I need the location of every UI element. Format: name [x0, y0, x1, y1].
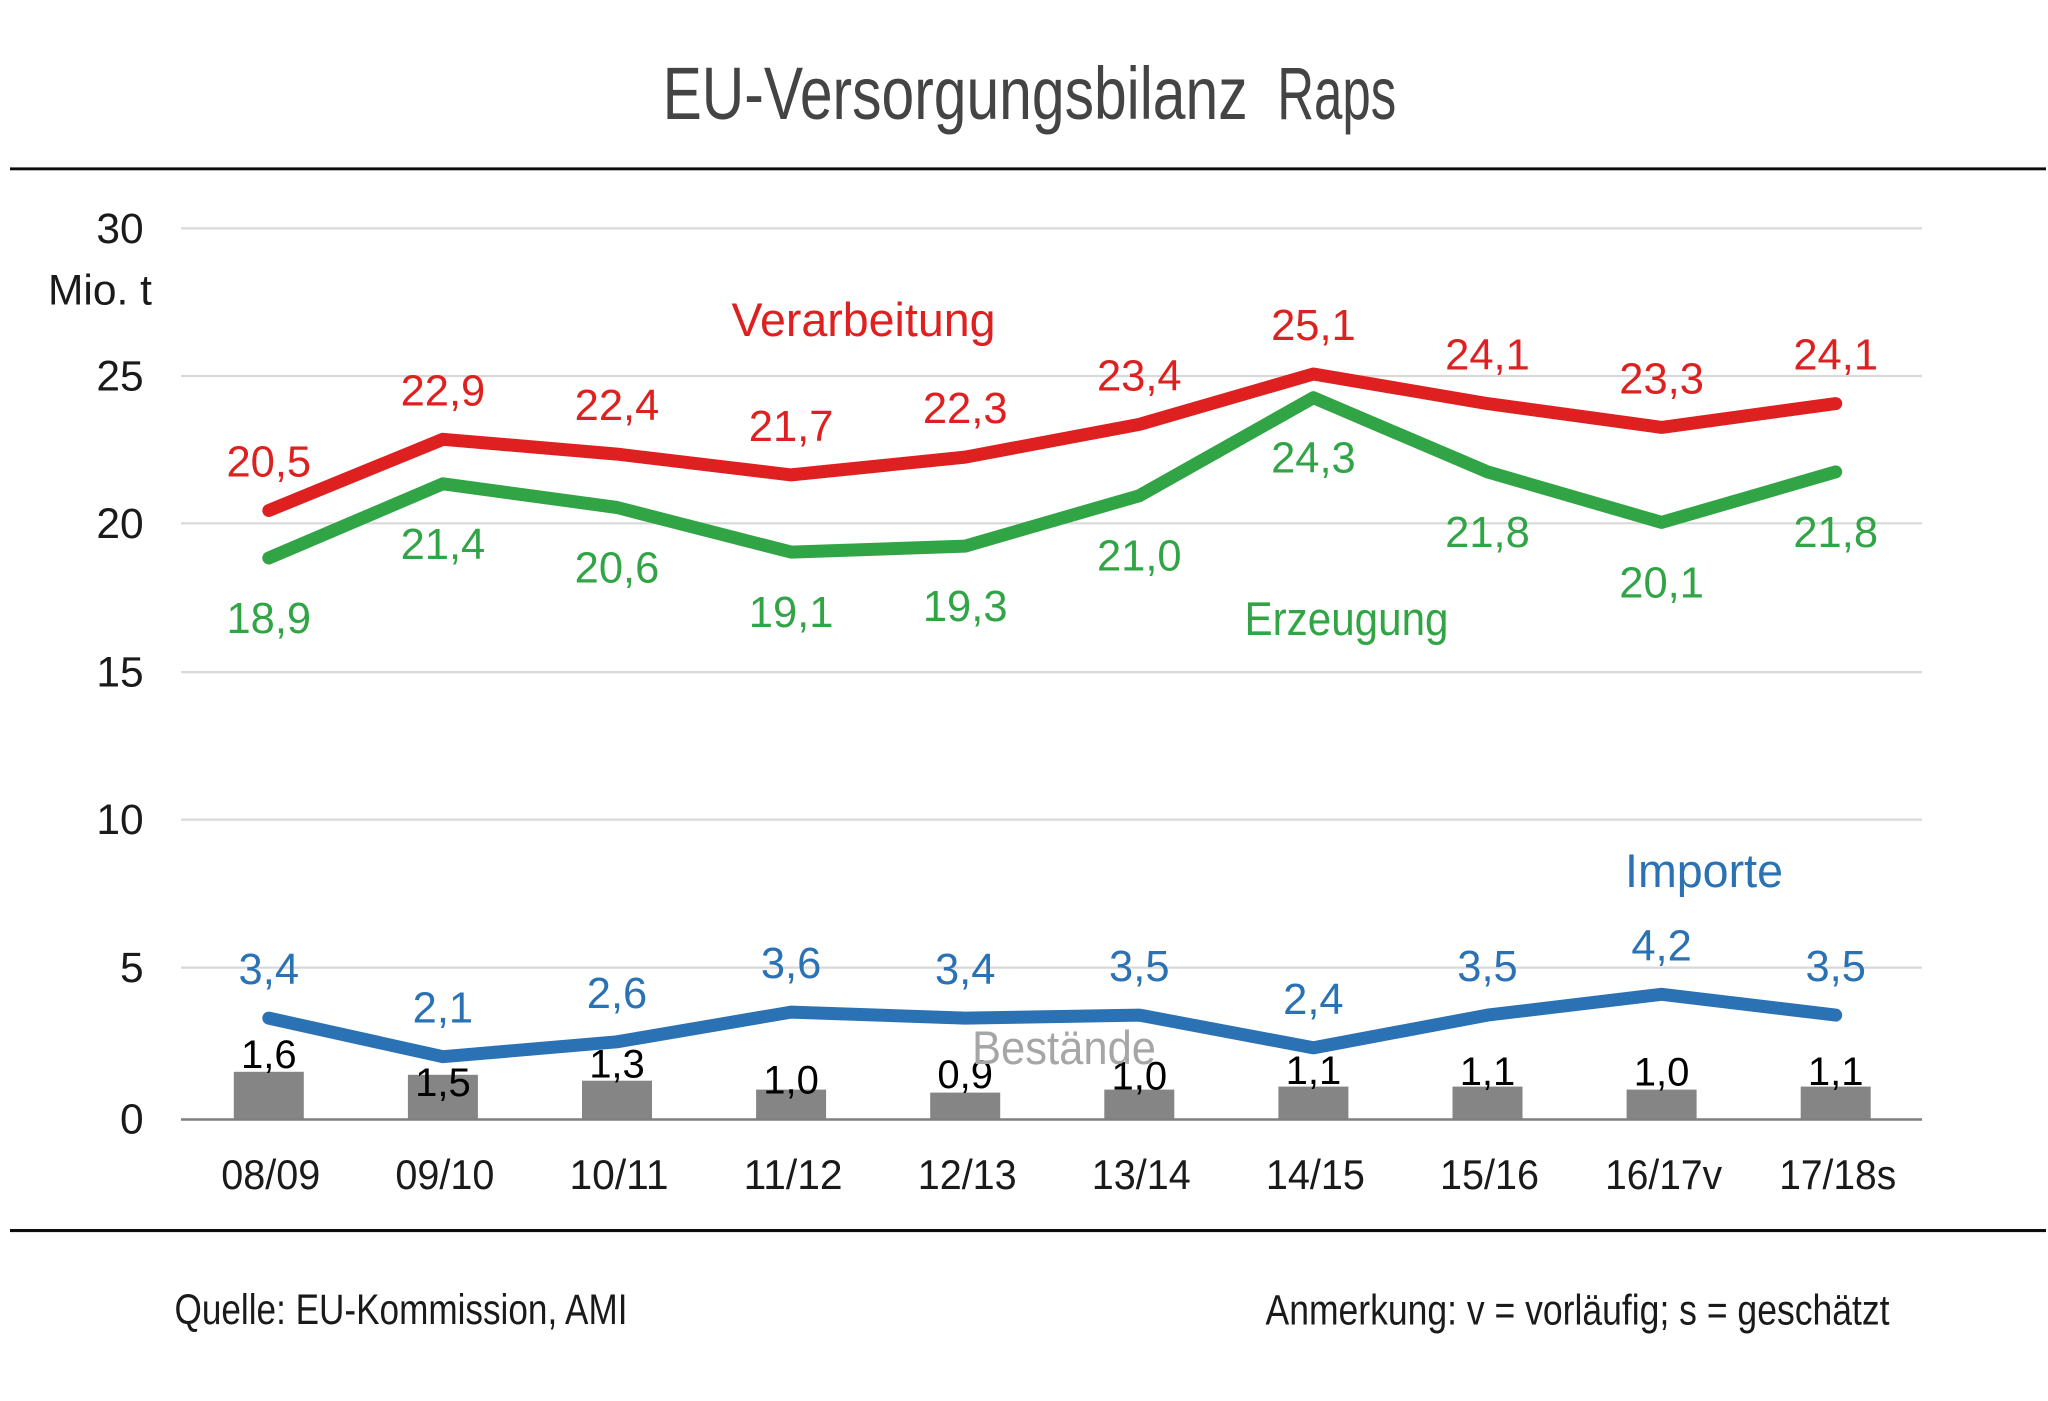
- svg-text:3,5: 3,5: [1109, 943, 1169, 991]
- svg-text:Importe: Importe: [1625, 845, 1783, 898]
- svg-text:EU-Versorgungsbilanz: EU-Versorgungsbilanz: [663, 52, 1248, 135]
- svg-text:20,1: 20,1: [1619, 559, 1704, 607]
- svg-text:1,6: 1,6: [241, 1033, 297, 1077]
- svg-text:1,0: 1,0: [1634, 1051, 1690, 1095]
- svg-text:Anmerkung: v = vorläufig; s =: Anmerkung: v = vorläufig; s = geschätzt: [1266, 1287, 1890, 1335]
- svg-text:Verarbeitung: Verarbeitung: [732, 294, 996, 347]
- svg-text:1,5: 1,5: [415, 1061, 471, 1105]
- svg-text:3,5: 3,5: [1457, 943, 1517, 991]
- svg-text:17/18s: 17/18s: [1779, 1151, 1896, 1198]
- svg-text:1,1: 1,1: [1808, 1050, 1864, 1094]
- svg-text:22,3: 22,3: [923, 385, 1008, 433]
- svg-text:0,9: 0,9: [937, 1053, 993, 1097]
- svg-text:21,8: 21,8: [1445, 509, 1530, 557]
- svg-text:11/12: 11/12: [744, 1151, 843, 1198]
- svg-text:Raps: Raps: [1277, 52, 1396, 135]
- svg-text:20: 20: [96, 501, 143, 548]
- svg-text:24,3: 24,3: [1271, 435, 1356, 483]
- svg-text:3,6: 3,6: [761, 940, 821, 988]
- svg-text:21,7: 21,7: [749, 403, 834, 451]
- svg-text:1,0: 1,0: [1111, 1055, 1167, 1099]
- svg-text:Mio. t: Mio. t: [48, 268, 152, 315]
- svg-text:21,8: 21,8: [1793, 509, 1878, 557]
- svg-text:21,4: 21,4: [401, 521, 486, 569]
- svg-text:08/09: 08/09: [221, 1151, 320, 1198]
- svg-text:24,1: 24,1: [1793, 332, 1878, 380]
- svg-text:Erzeugung: Erzeugung: [1245, 593, 1449, 646]
- svg-text:4,2: 4,2: [1631, 922, 1691, 970]
- svg-text:1,0: 1,0: [763, 1059, 819, 1103]
- svg-text:10/11: 10/11: [570, 1151, 669, 1198]
- svg-text:5: 5: [120, 945, 144, 992]
- svg-text:09/10: 09/10: [395, 1151, 494, 1198]
- svg-text:2,1: 2,1: [413, 985, 473, 1033]
- svg-text:1,3: 1,3: [589, 1043, 645, 1087]
- svg-text:25,1: 25,1: [1271, 302, 1356, 350]
- svg-text:20,6: 20,6: [575, 545, 660, 593]
- svg-text:Bestände: Bestände: [972, 1022, 1156, 1075]
- svg-text:10: 10: [96, 797, 143, 844]
- svg-text:23,3: 23,3: [1619, 355, 1704, 403]
- svg-text:19,1: 19,1: [749, 589, 834, 637]
- svg-text:30: 30: [96, 206, 143, 253]
- svg-text:1,1: 1,1: [1460, 1050, 1516, 1094]
- svg-text:3,5: 3,5: [1805, 943, 1865, 991]
- svg-text:22,4: 22,4: [575, 382, 660, 430]
- svg-text:18,9: 18,9: [226, 595, 311, 643]
- svg-text:22,9: 22,9: [401, 367, 486, 415]
- svg-text:16/17v: 16/17v: [1605, 1151, 1722, 1198]
- svg-text:23,4: 23,4: [1097, 352, 1182, 400]
- svg-text:19,3: 19,3: [923, 583, 1008, 631]
- svg-text:24,1: 24,1: [1445, 332, 1530, 380]
- svg-text:14/15: 14/15: [1266, 1151, 1365, 1198]
- svg-text:3,4: 3,4: [239, 946, 299, 994]
- svg-text:3,4: 3,4: [935, 946, 995, 994]
- svg-text:13/14: 13/14: [1092, 1151, 1191, 1198]
- svg-text:2,6: 2,6: [587, 970, 647, 1018]
- svg-text:21,0: 21,0: [1097, 533, 1182, 581]
- svg-text:15/16: 15/16: [1440, 1151, 1539, 1198]
- svg-text:0: 0: [120, 1097, 144, 1144]
- svg-text:25: 25: [96, 354, 143, 401]
- svg-text:1,1: 1,1: [1286, 1049, 1342, 1093]
- svg-text:Quelle: EU-Kommission, AMI: Quelle: EU-Kommission, AMI: [175, 1286, 628, 1334]
- svg-text:20,5: 20,5: [226, 439, 311, 487]
- svg-text:12/13: 12/13: [918, 1151, 1017, 1198]
- svg-text:15: 15: [96, 650, 143, 697]
- svg-text:2,4: 2,4: [1283, 976, 1343, 1024]
